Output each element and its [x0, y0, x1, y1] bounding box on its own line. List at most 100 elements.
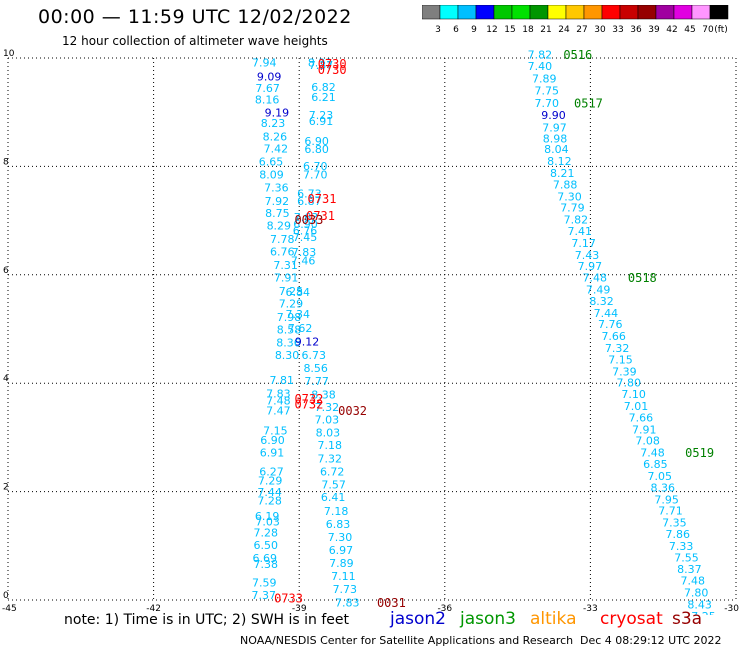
x-tick-label: -36 — [437, 604, 452, 614]
footer-note: note: 1) Time is in UTC; 2) SWH is in fe… — [64, 612, 350, 628]
colorbar-label: 9 — [471, 25, 477, 35]
wave-height-point: 8.58 — [277, 324, 302, 337]
credit-text: NOAA/NESDIS Center for Satellite Applica… — [240, 634, 574, 647]
wave-height-point: 7.95 — [654, 493, 679, 506]
wave-height-point: 7.33 — [669, 540, 694, 553]
colorbar-label: 15 — [504, 25, 515, 35]
wave-height-point: 7.78 — [270, 233, 295, 246]
wave-height-point: 7.37 — [252, 589, 277, 602]
wave-height-point: 8.38 — [311, 389, 336, 402]
wave-height-point: 8.16 — [255, 93, 280, 106]
wave-height-point: 9.12 — [295, 336, 320, 349]
wave-height-point: 7.01 — [624, 400, 649, 413]
wave-height-point: 8.33 — [308, 56, 333, 69]
wave-height-point: 7.66 — [601, 330, 626, 343]
wave-height-point: 8.21 — [550, 167, 575, 180]
wave-height-point: 9.90 — [541, 109, 566, 122]
wave-height-point: 7.83 — [292, 246, 317, 259]
wave-height-point: 7.49 — [586, 284, 611, 297]
wave-height-point: 8.43 — [687, 598, 712, 611]
wave-height-point: 7.10 — [621, 388, 646, 401]
y-tick-label: 0 — [3, 591, 9, 601]
wave-height-point: 8.56 — [303, 362, 328, 375]
wave-height-point: 6.21 — [311, 91, 336, 104]
colorbar-label: 36 — [630, 25, 642, 35]
wave-height-point: 7.82 — [564, 214, 589, 227]
wave-height-point: 6.83 — [326, 518, 351, 531]
wave-height-point: 7.46 — [291, 254, 316, 267]
wave-height-point: 8.04 — [544, 143, 569, 156]
wave-height-point: 7.15 — [263, 424, 288, 437]
wave-height-point: 7.11 — [331, 570, 356, 583]
wave-height-point: 7.28 — [257, 494, 282, 507]
wave-height-point: 7.18 — [318, 439, 343, 452]
y-tick-label: 10 — [3, 49, 15, 59]
x-tick-label: -33 — [583, 604, 598, 614]
wave-height-point: 7.67 — [255, 82, 280, 95]
wave-height-point: 6.91 — [260, 447, 285, 460]
chart-subtitle: 12 hour collection of altimeter wave hei… — [62, 34, 328, 48]
wave-height-point: 8.75 — [265, 207, 290, 220]
wave-height-point: 7.73 — [333, 583, 358, 596]
color-scale-legend: 3 6 9 12 15 18 21 24 27 30 33 36 39 42 45 70 (ft) — [422, 5, 729, 35]
wave-height-point: 7.66 — [629, 411, 654, 424]
wave-height-point: 7.77 — [304, 375, 329, 388]
wave-height-point: 7.44 — [594, 307, 619, 320]
wave-height-point: 7.83 — [266, 388, 291, 401]
wave-height-point: 7.38 — [253, 558, 278, 571]
wave-height-point: 7.48 — [583, 272, 608, 285]
legend-jason2: jason2 — [390, 609, 446, 629]
colorbar-label: 3 — [435, 25, 441, 35]
wave-height-point: 6.76 — [270, 246, 295, 259]
wave-height-point: 6.91 — [309, 115, 334, 128]
pass-time-label: 0731 — [306, 209, 335, 223]
wave-height-point: 7.41 — [567, 225, 592, 238]
wave-height-point: 7.83 — [335, 596, 360, 609]
wave-height-point: 7.80 — [684, 586, 709, 599]
wave-height-point: 8.23 — [261, 117, 286, 130]
wave-height-point: 7.91 — [274, 272, 299, 285]
wave-height-point: 6.72 — [320, 466, 345, 479]
wave-height-point: 6.69 — [252, 552, 277, 565]
wave-height-point: 7.92 — [265, 195, 290, 208]
wave-height-point: 6.50 — [253, 539, 278, 552]
pass-time-label: 0732 — [294, 392, 323, 406]
x-tick-label: -42 — [146, 604, 161, 614]
wave-height-point: 7.42 — [264, 143, 289, 156]
wave-height-point: 7.89 — [532, 73, 557, 86]
y-tick-label: 2 — [3, 483, 9, 493]
colorbar-label: 27 — [576, 25, 587, 35]
wave-height-point: 7.35 — [662, 517, 687, 530]
wave-height-point: 9.19 — [265, 106, 290, 119]
wave-height-point: 7.32 — [318, 453, 343, 466]
wave-height-point: 8.37 — [677, 563, 702, 576]
wave-height-point: 7.25 — [279, 285, 304, 298]
colorbar-label: 30 — [594, 25, 606, 35]
wave-height-point: 6.90 — [304, 135, 329, 148]
wave-height-point: 7.45 — [293, 231, 318, 244]
wave-height-point: 7.75 — [534, 85, 559, 98]
colorbar-label: 6 — [453, 25, 459, 35]
wave-height-point: 7.32 — [315, 401, 340, 414]
pass-time-label: 0032 — [338, 404, 367, 418]
wave-height-point: 7.71 — [658, 505, 683, 518]
wave-height-point: 7.80 — [616, 377, 641, 390]
colorbar-label: 70 — [702, 25, 714, 35]
pass-time-label: 0733 — [274, 591, 303, 605]
wave-height-point: 7.63 — [294, 211, 319, 224]
wave-height-point: 6.73 — [302, 349, 327, 362]
wave-height-point: 7.48 — [681, 575, 706, 588]
x-tick-label: -30 — [724, 604, 739, 614]
wave-height-point: 7.81 — [269, 374, 294, 387]
x-tick-label: -39 — [292, 604, 307, 614]
timestamp-text: Dec 4 08:29:12 UTC 2022 — [580, 634, 722, 647]
wave-height-point: 7.39 — [612, 365, 637, 378]
wave-height-point: 7.97 — [542, 121, 567, 134]
wave-height-point: 7.40 — [528, 60, 553, 73]
wave-height-point: 7.79 — [560, 202, 585, 215]
wave-height-point: 7.62 — [288, 322, 313, 335]
wave-height-point: 7.48 — [640, 447, 665, 460]
wave-height-point: 6.70 — [303, 160, 328, 173]
wave-height-point: 7.48 — [266, 395, 291, 408]
wave-height-point: 9.09 — [257, 71, 282, 84]
